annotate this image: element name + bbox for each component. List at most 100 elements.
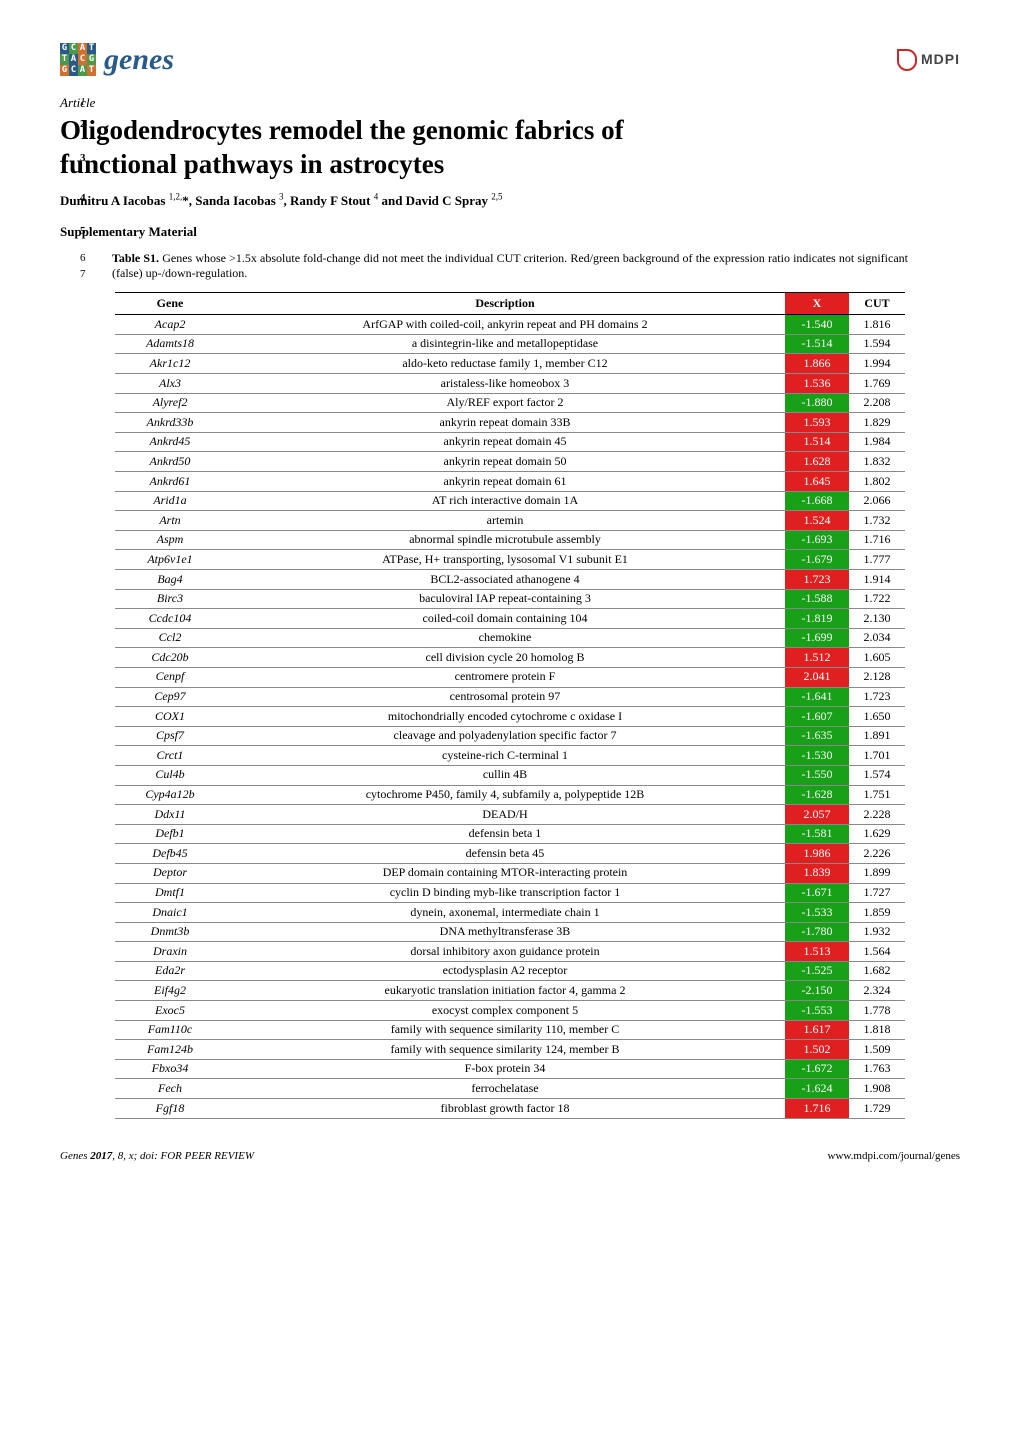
gene-symbol: Ankrd61 [115,472,225,492]
table-col-header: Gene [115,292,225,315]
journal-logo: GCATTACGGCAT genes [60,40,174,79]
table-row: Defb45defensin beta 451.9862.226 [115,844,905,864]
cut-value: 1.682 [849,961,905,981]
gene-description: ankyrin repeat domain 33B [225,413,785,433]
x-value: 1.593 [785,413,849,433]
cut-value: 1.509 [849,1040,905,1060]
gene-description: DNA methyltransferase 3B [225,922,785,942]
gene-description: defensin beta 45 [225,844,785,864]
footer-left: Genes 2017, 8, x; doi: FOR PEER REVIEW [60,1149,254,1163]
x-value: -1.550 [785,765,849,785]
gene-symbol: Adamts18 [115,334,225,354]
table-row: Eif4g2eukaryotic translation initiation … [115,981,905,1001]
cut-value: 1.732 [849,511,905,531]
x-value: -1.525 [785,961,849,981]
gene-description: Aly/REF export factor 2 [225,393,785,413]
table-row: Cep97centrosomal protein 97-1.6411.723 [115,687,905,707]
footer-citation: Genes 2017, 8, x; doi: FOR PEER REVIEW [60,1150,254,1162]
table-row: Ddx11DEAD/H2.0572.228 [115,805,905,825]
gene-description: family with sequence similarity 124, mem… [225,1040,785,1060]
author-list: 4 Dumitru A Iacobas 1,2,*, Sanda Iacobas… [60,191,960,209]
table-row: Arid1aAT rich interactive domain 1A-1.66… [115,491,905,511]
gene-description: cleavage and polyadenylation specific fa… [225,726,785,746]
table-col-header: Description [225,292,785,315]
table-col-header: CUT [849,292,905,315]
x-value: -1.624 [785,1079,849,1099]
gene-description: F-box protein 34 [225,1059,785,1079]
line-number: 4 [80,191,86,205]
gene-description: chemokine [225,628,785,648]
gene-description: AT rich interactive domain 1A [225,491,785,511]
gene-description: cell division cycle 20 homolog B [225,648,785,668]
table-row: Artnartemin1.5241.732 [115,511,905,531]
cut-value: 2.208 [849,393,905,413]
gene-description: defensin beta 1 [225,824,785,844]
gene-symbol: Cep97 [115,687,225,707]
article-title: 2 3 Oligodendrocytes remodel the genomic… [60,114,960,182]
gene-symbol: Ccdc104 [115,609,225,629]
cut-value: 1.994 [849,354,905,374]
gene-description: cyclin D binding myb-like transcription … [225,883,785,903]
gene-description: aldo-keto reductase family 1, member C12 [225,354,785,374]
genes-logo-grid: GCATTACGGCAT [60,43,96,76]
table-row: Draxindorsal inhibitory axon guidance pr… [115,942,905,962]
cut-value: 1.605 [849,648,905,668]
gene-symbol: Deptor [115,863,225,883]
x-value: 1.839 [785,863,849,883]
gene-symbol: Fam110c [115,1020,225,1040]
table-row: Dnmt3bDNA methyltransferase 3B-1.7801.93… [115,922,905,942]
table-row: Dmtf1cyclin D binding myb-like transcrip… [115,883,905,903]
mdpi-icon [897,49,917,71]
gene-symbol: Crct1 [115,746,225,766]
table-row: Eda2rectodysplasin A2 receptor-1.5251.68… [115,961,905,981]
gene-symbol: Arid1a [115,491,225,511]
page-footer: Genes 2017, 8, x; doi: FOR PEER REVIEW w… [60,1149,960,1163]
cut-value: 1.723 [849,687,905,707]
x-value: -2.150 [785,981,849,1001]
table-row: Crct1cysteine-rich C-terminal 1-1.5301.7… [115,746,905,766]
gene-description: centrosomal protein 97 [225,687,785,707]
table-row: Cdc20bcell division cycle 20 homolog B 1.… [115,648,905,668]
journal-name: genes [104,40,174,79]
table-row: Acap2ArfGAP with coiled-coil, ankyrin re… [115,315,905,335]
x-value: -1.641 [785,687,849,707]
gene-symbol: Cdc20b [115,648,225,668]
x-value: -1.533 [785,903,849,923]
gene-description: ankyrin repeat domain 45 [225,432,785,452]
table-row: Birc3baculoviral IAP repeat-containing 3… [115,589,905,609]
cut-value: 1.564 [849,942,905,962]
line-number: 5 [80,224,86,238]
gene-description: dorsal inhibitory axon guidance protein [225,942,785,962]
x-value: 1.645 [785,472,849,492]
cut-value: 1.908 [849,1079,905,1099]
gene-description: ectodysplasin A2 receptor [225,961,785,981]
gene-symbol: Alyref2 [115,393,225,413]
table-row: Fam124bfamily with sequence similarity 1… [115,1040,905,1060]
x-value: -1.699 [785,628,849,648]
cut-value: 1.574 [849,765,905,785]
table-row: Exoc5exocyst complex component 5-1.5531.… [115,1001,905,1021]
cut-value: 1.778 [849,1001,905,1021]
table-row: Fam110cfamily with sequence similarity 1… [115,1020,905,1040]
gene-description: eukaryotic translation initiation factor… [225,981,785,1001]
gene-description: coiled-coil domain containing 104 [225,609,785,629]
x-value: -1.880 [785,393,849,413]
gene-description: centromere protein F [225,667,785,687]
x-value: -1.668 [785,491,849,511]
cut-value: 1.816 [849,315,905,335]
table-row: Ankrd61ankyrin repeat domain 611.6451.80… [115,472,905,492]
gene-description: ferrochelatase [225,1079,785,1099]
footer-right: www.mdpi.com/journal/genes [828,1149,960,1163]
gene-description: dynein, axonemal, intermediate chain 1 [225,903,785,923]
gene-symbol: Acap2 [115,315,225,335]
gene-description: ankyrin repeat domain 61 [225,472,785,492]
table-row: Cyp4a12bcytochrome P450, family 4, subfa… [115,785,905,805]
x-value: -1.780 [785,922,849,942]
cut-value: 1.727 [849,883,905,903]
gene-description: DEAD/H [225,805,785,825]
gene-symbol: Akr1c12 [115,354,225,374]
table-body: Acap2ArfGAP with coiled-coil, ankyrin re… [115,315,905,1118]
table-row: Fgf18fibroblast growth factor 181.7161.7… [115,1099,905,1119]
gene-description: fibroblast growth factor 18 [225,1099,785,1119]
x-value: -1.671 [785,883,849,903]
